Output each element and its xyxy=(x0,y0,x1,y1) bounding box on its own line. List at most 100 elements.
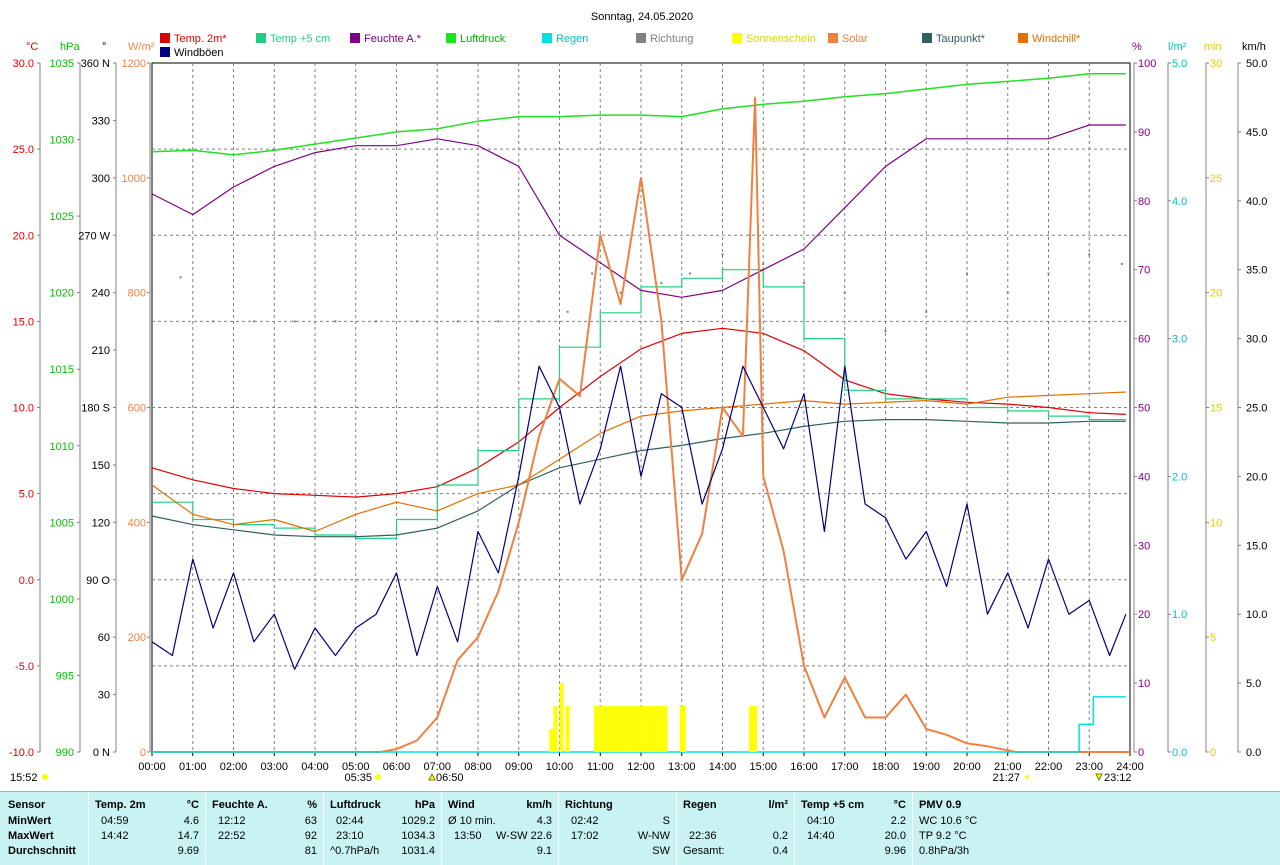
axis-tick-label-temp: 5.0 xyxy=(19,489,34,501)
summary-row-label: MinWert xyxy=(8,815,52,827)
x-tick-label: 07:00 xyxy=(423,761,451,773)
sunshine-bar xyxy=(634,706,639,752)
summary-value: 2.2 xyxy=(890,815,906,827)
weather-chart: Sonntag, 24.05.2020 Temp. 2m* Temp +5 cm F… xyxy=(9,11,1268,784)
direction-point xyxy=(884,329,887,332)
axis-tick-label-dir: 210 xyxy=(92,345,110,357)
summary-value: 14.7 xyxy=(177,830,199,842)
summary-time: 23:10 xyxy=(336,830,364,842)
legend-swatch xyxy=(636,33,646,43)
axis-tick-label-press: 995 xyxy=(56,670,74,682)
direction-point xyxy=(1047,272,1050,275)
sunshine-bar xyxy=(639,706,643,752)
axis-tick-label-press: 1035 xyxy=(50,58,74,70)
summary-header: PMV 0.9 xyxy=(919,799,962,811)
axis-tick-label-rain: 1.0 xyxy=(1172,609,1187,621)
summary-total-label: Gesamt: xyxy=(683,845,725,857)
sunshine-bar xyxy=(559,683,564,752)
axis-tick-label-solar: 800 xyxy=(128,288,146,300)
sunshine-bar xyxy=(606,706,611,752)
summary-value: WC 10.6 °C xyxy=(919,815,978,827)
axis-tick-label-dir: 120 xyxy=(92,517,110,529)
summary-time: 04:10 xyxy=(807,815,835,827)
axis-tick-label-temp: 30.0 xyxy=(13,58,34,70)
summary-row-label: Durchschnitt xyxy=(8,845,76,857)
axis-tick-label-temp: 20.0 xyxy=(13,230,34,242)
axis-tick-label-dir: 300 xyxy=(92,173,110,185)
x-tick-label: 15:00 xyxy=(749,761,777,773)
sunshine-bar xyxy=(679,706,684,752)
legend-swatch xyxy=(732,33,742,43)
sunshine-bar xyxy=(622,706,627,752)
summary-direction: W-SW xyxy=(496,830,528,842)
direction-point xyxy=(660,282,663,285)
axis-tick-label-hum: 90 xyxy=(1138,127,1150,139)
direction-point xyxy=(688,272,691,275)
direction-point xyxy=(179,276,182,279)
axis-tick-label-wind: 20.0 xyxy=(1246,471,1267,483)
direction-point xyxy=(1088,253,1091,256)
legend-swatch xyxy=(350,33,360,43)
x-tick-label: 20:00 xyxy=(953,761,981,773)
summary-time: 22:52 xyxy=(218,830,246,842)
axis-tick-label-hum: 40 xyxy=(1138,471,1150,483)
x-tick-label: 04:00 xyxy=(301,761,329,773)
axis-tick-label-wind: 30.0 xyxy=(1246,334,1267,346)
axis-tick-label-sun: 10 xyxy=(1210,517,1222,529)
x-tick-label: 19:00 xyxy=(912,761,940,773)
legend-swatch xyxy=(160,47,170,57)
x-tick-label: 24:00 xyxy=(1116,761,1144,773)
series-taupunkt xyxy=(151,419,1126,538)
summary-value: S xyxy=(662,815,670,827)
direction-point xyxy=(591,272,594,275)
axis-tick-label-hum: 30 xyxy=(1138,540,1150,552)
axis-tick-label-press: 1000 xyxy=(50,594,74,606)
x-tick-label: 08:00 xyxy=(464,761,492,773)
direction-point xyxy=(843,291,846,294)
axis-tick-label-wind: 5.0 xyxy=(1246,678,1261,690)
summary-header: Temp. 2m xyxy=(95,799,146,811)
direction-point xyxy=(966,272,968,275)
sunshine-bar xyxy=(655,706,660,752)
axis-tick-label-solar: 600 xyxy=(128,403,146,415)
chart-plot-area xyxy=(151,72,1130,753)
sunshine-bar xyxy=(659,706,664,752)
axis-tick-label-solar: 400 xyxy=(128,517,146,529)
direction-point xyxy=(252,320,255,323)
axis-tick-label-sun: 30 xyxy=(1210,58,1222,70)
series-temp-5-cm xyxy=(152,269,1126,539)
marker-sunset-dot xyxy=(1025,775,1029,779)
legend-label: Regen xyxy=(556,33,588,45)
summary-unit: °C xyxy=(893,799,906,811)
axis-tick-label-press: 1015 xyxy=(50,364,74,376)
axis-tick-label-dir: 60 xyxy=(98,632,110,644)
summary-value: 0.8hPa/3h xyxy=(919,845,970,857)
sunshine-bar xyxy=(614,706,619,752)
series-feuchte-a xyxy=(151,124,1126,298)
summary-header: Richtung xyxy=(565,799,613,811)
summary-value: 1031.4 xyxy=(401,845,435,857)
x-tick-label: 03:00 xyxy=(260,761,288,773)
x-tick-label: 10:00 xyxy=(546,761,574,773)
summary-header: Luftdruck xyxy=(330,799,381,811)
marker-label-sunrise: 05:35 xyxy=(344,772,372,784)
axis-unit-sun: min xyxy=(1204,41,1222,53)
axis-unit-hum: % xyxy=(1132,41,1142,53)
legend-label: Temp. 2m* xyxy=(174,33,227,45)
summary-value: 0.4 xyxy=(772,845,788,857)
legend-label: Taupunkt* xyxy=(936,33,986,45)
summary-time: 02:44 xyxy=(336,815,364,827)
axis-tick-label-temp: -5.0 xyxy=(15,661,34,673)
x-tick-label: 21:00 xyxy=(994,761,1022,773)
axis-tick-label-dir: 0 N xyxy=(93,747,110,759)
axis-unit-wind: km/h xyxy=(1242,41,1266,53)
axis-tick-label-solar: 1000 xyxy=(122,173,146,185)
summary-value: 20.0 xyxy=(884,830,906,842)
legend-swatch xyxy=(828,33,838,43)
axis-tick-label-wind: 40.0 xyxy=(1246,196,1267,208)
axis-tick-label-temp: 0.0 xyxy=(19,575,34,587)
series-windchill xyxy=(151,391,1126,533)
axis-tick-label-temp: 10.0 xyxy=(13,403,34,415)
x-tick-label: 00:00 xyxy=(138,761,166,773)
direction-point xyxy=(415,320,418,323)
